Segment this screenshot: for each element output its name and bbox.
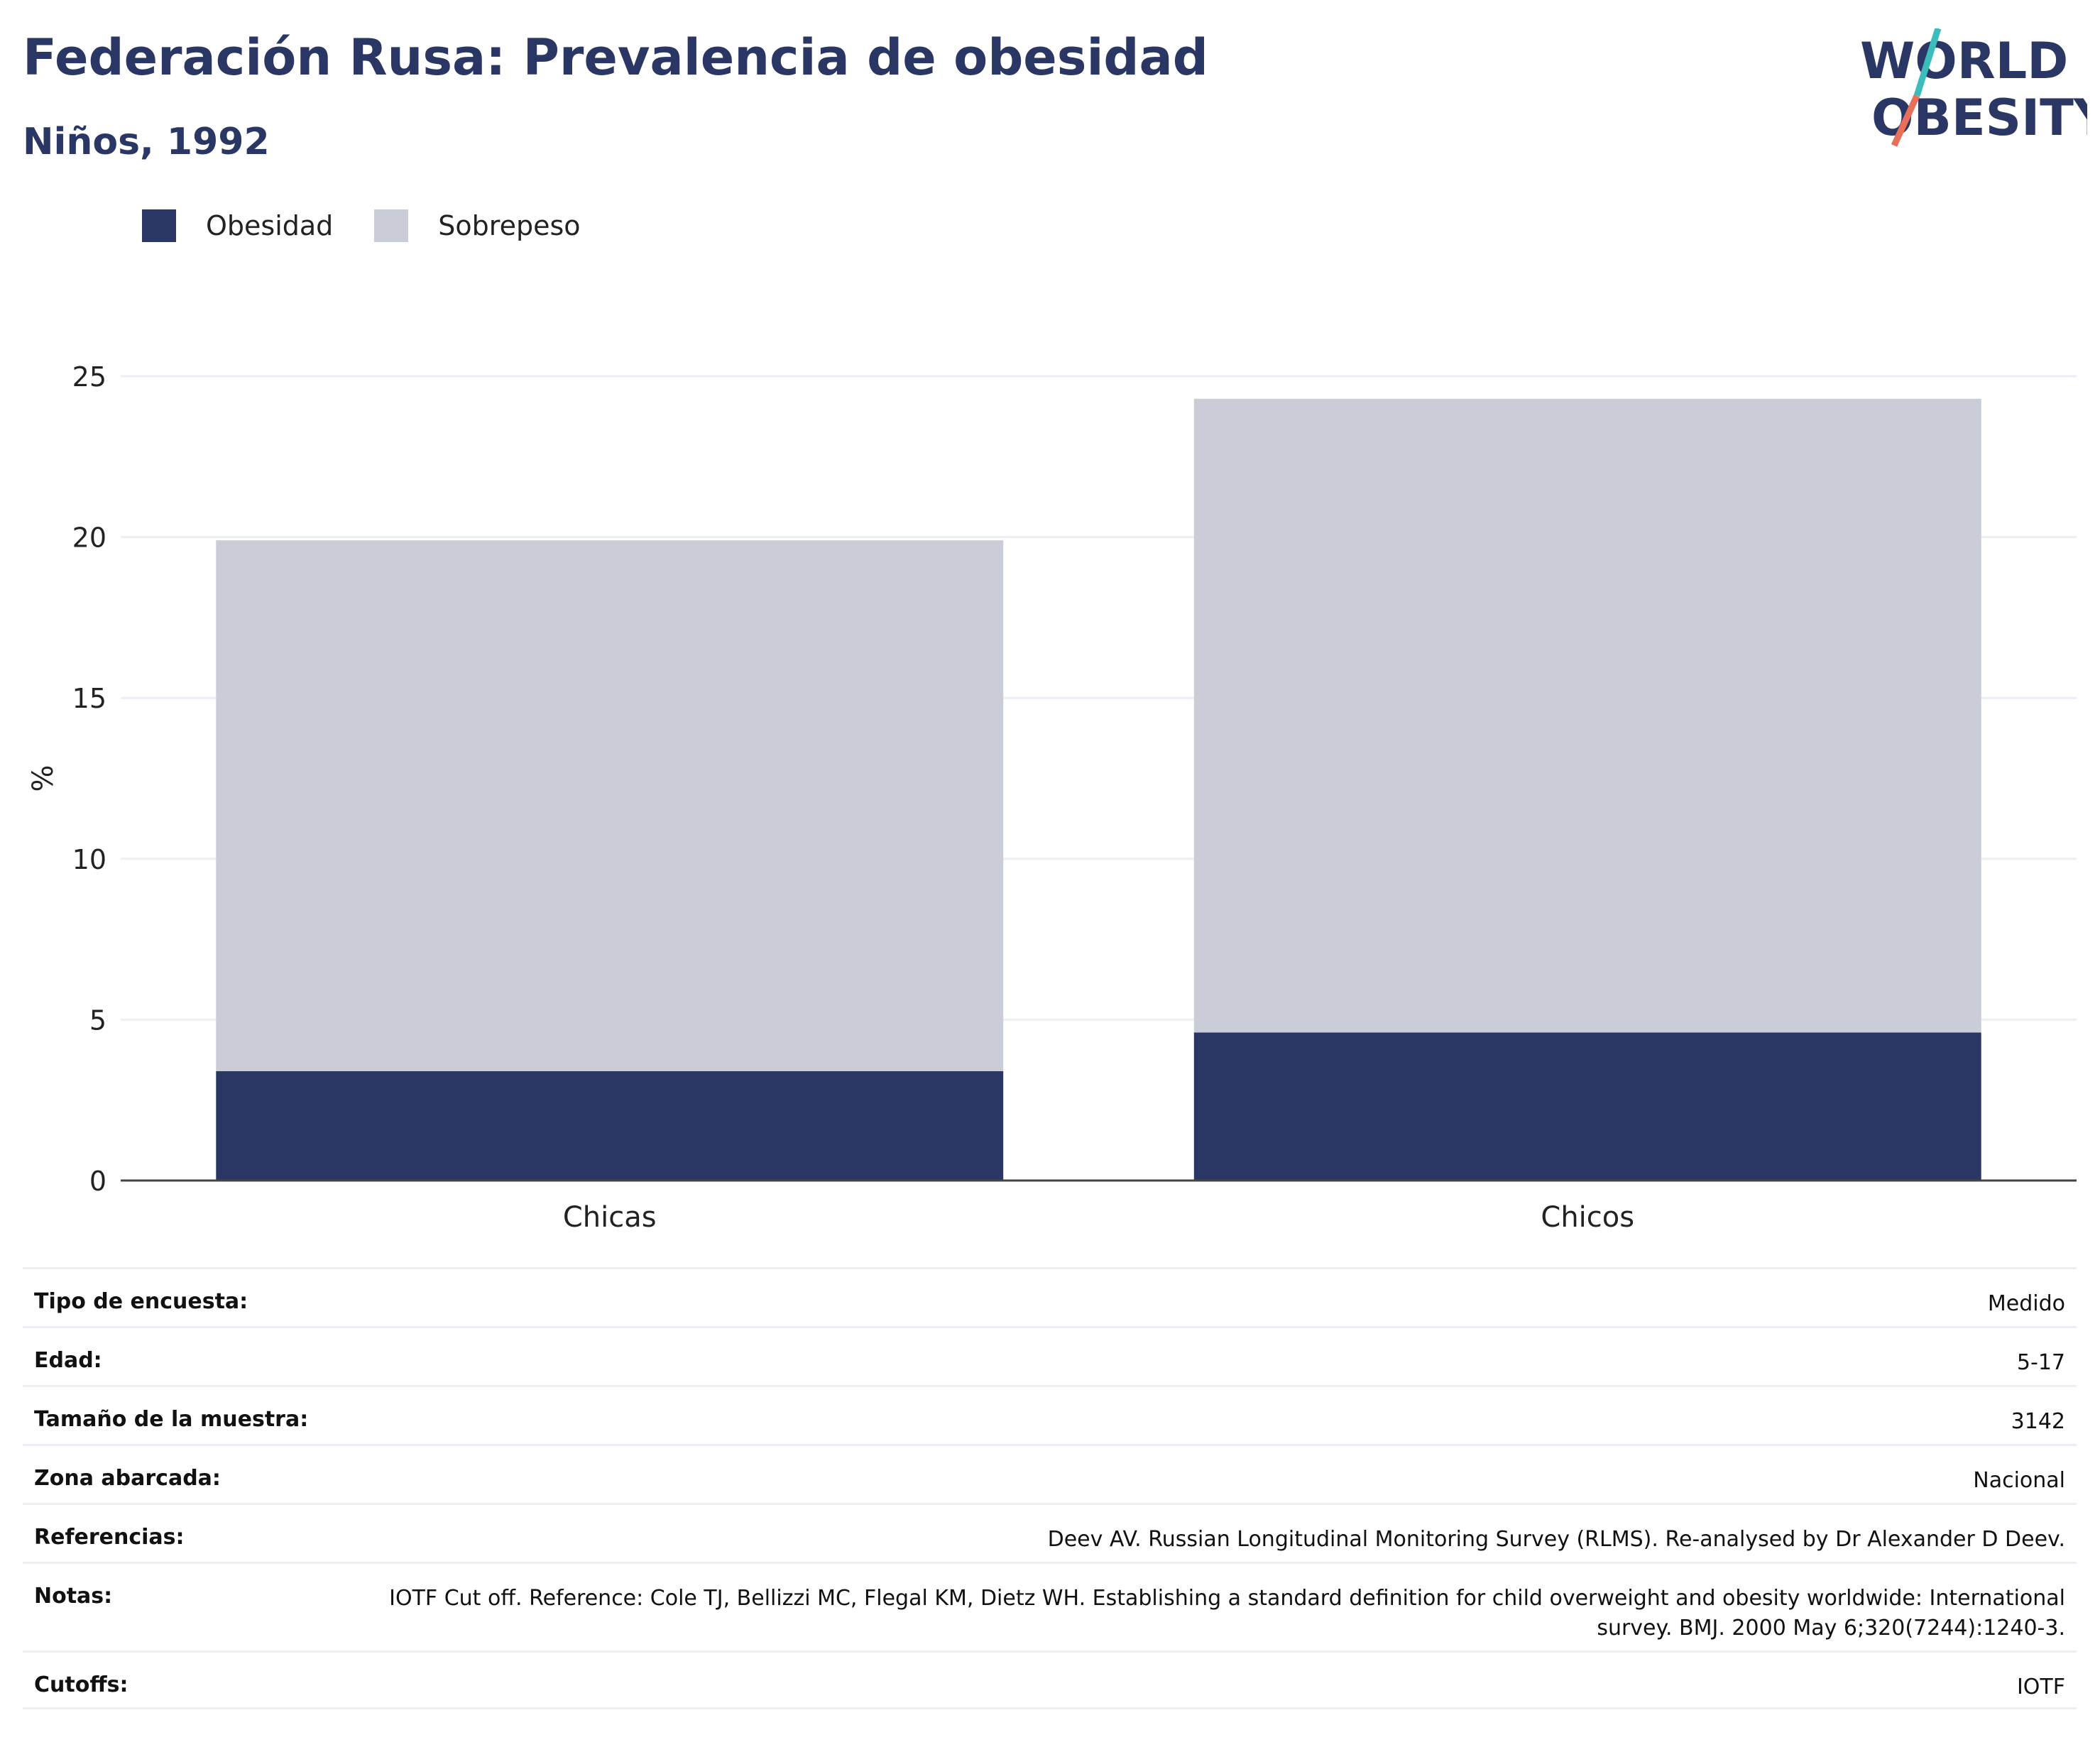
chart-subtitle: Niños, 1992 xyxy=(23,121,270,163)
legend-item-obesidad[interactable]: Obesidad xyxy=(142,209,333,242)
axes: 0 5 10 15 20 25% Chicas Chicos xyxy=(27,361,2077,1234)
logo-word-world: WORLD xyxy=(1860,32,2068,90)
info-value: IOTF xyxy=(2016,1675,2065,1699)
info-value: Medido xyxy=(1987,1291,2065,1316)
y-tick-label-5: 5 xyxy=(89,1004,106,1036)
bar-chicos-obesidad xyxy=(1193,1032,1981,1181)
y-tick-label-0: 0 xyxy=(89,1166,106,1197)
legend-swatch-obesidad xyxy=(142,209,176,242)
bar-chicas-sobrepeso xyxy=(216,540,1004,1071)
legend-swatch-sobrepeso xyxy=(374,209,409,242)
y-tick-label-10: 10 xyxy=(72,844,106,875)
info-value: Deev AV. Russian Longitudinal Monitoring… xyxy=(1047,1527,2065,1552)
info-row: Tamaño de la muestra: 3142 xyxy=(23,1385,2077,1444)
info-row: Tipo de encuesta: Medido xyxy=(23,1267,2077,1326)
logo-slash-bottom xyxy=(1891,94,1920,147)
x-tick-label-chicas: Chicas xyxy=(563,1201,657,1234)
info-value: 5-17 xyxy=(2016,1350,2065,1375)
logo-slash-top xyxy=(1913,28,1942,97)
survey-info-table: Tipo de encuesta: Medido Edad: 5-17 Tamaño d… xyxy=(23,1267,2077,1709)
chart-legend: Obesidad Sobrepeso xyxy=(142,209,622,242)
info-row: Notas: IOTF Cut off. Reference: Cole TJ, … xyxy=(23,1562,2077,1650)
bar-chicas-obesidad xyxy=(216,1070,1004,1181)
info-label: Cutoffs: xyxy=(34,1672,128,1697)
info-row: Cutoffs: IOTF xyxy=(23,1650,2077,1709)
info-label: Referencias: xyxy=(34,1525,185,1550)
info-label: Tipo de encuesta: xyxy=(34,1289,248,1314)
world-obesity-logo: WORLD OBESITY xyxy=(1860,28,2087,147)
info-row: Edad: 5-17 xyxy=(23,1326,2077,1385)
legend-label-sobrepeso: Sobrepeso xyxy=(438,210,581,241)
y-axis-label: % xyxy=(27,765,60,792)
info-row: Referencias: Deev AV. Russian Longitudina… xyxy=(23,1503,2077,1562)
legend-label-obesidad: Obesidad xyxy=(206,210,334,241)
info-label: Edad: xyxy=(34,1348,102,1373)
info-value: Nacional xyxy=(1973,1468,2065,1493)
bar-chicos-sobrepeso xyxy=(1193,398,1981,1033)
info-label: Tamaño de la muestra: xyxy=(34,1407,309,1432)
info-label: Notas: xyxy=(34,1584,113,1609)
info-label: Zona abarcada: xyxy=(34,1466,221,1491)
chart-title: Federación Rusa: Prevalencia de obesidad xyxy=(23,28,1208,87)
info-value: 3142 xyxy=(2011,1409,2065,1434)
y-tick-label-20: 20 xyxy=(72,522,106,554)
legend-item-sobrepeso[interactable]: Sobrepeso xyxy=(374,209,581,242)
y-tick-label-25: 25 xyxy=(72,361,106,393)
info-value: IOTF Cut off. Reference: Cole TJ, Belliz… xyxy=(389,1586,2065,1641)
y-tick-label-15: 15 xyxy=(72,683,106,714)
info-row: Zona abarcada: Nacional xyxy=(23,1444,2077,1503)
bars xyxy=(216,398,1981,1181)
stacked-bar-chart: 0 5 10 15 20 25% Chicas Chicos xyxy=(27,361,2077,1234)
x-tick-label-chicos: Chicos xyxy=(1541,1201,1634,1234)
